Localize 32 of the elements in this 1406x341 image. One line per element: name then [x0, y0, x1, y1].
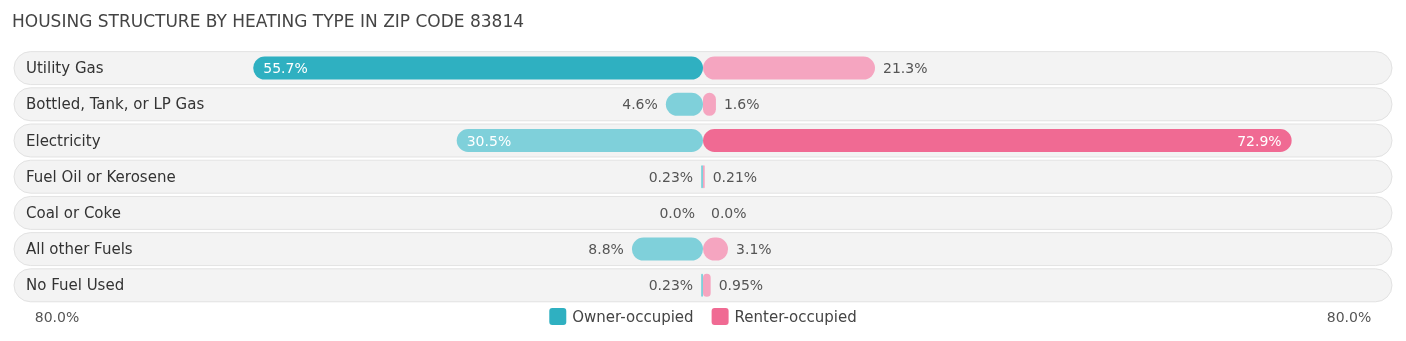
- text: 1.6%: [723, 96, 760, 113]
- text: 4.6%: [622, 96, 658, 113]
- text: 21.3%: [883, 60, 928, 77]
- bar: [703, 56, 875, 80]
- y-tick-label: All other Fuels: [26, 240, 133, 259]
- bar: [631, 237, 703, 261]
- x-tick-label: 80.0%: [34, 309, 80, 325]
- text: 0.95%: [718, 277, 764, 294]
- legend-label: Renter-occupied: [734, 308, 857, 326]
- y-tick-label: Electricity: [26, 131, 101, 150]
- bar: [456, 129, 703, 152]
- y-tick-label: Coal or Coke: [26, 203, 121, 222]
- bar: [703, 273, 711, 297]
- legend-label: Owner-occupied: [572, 308, 694, 326]
- text: 8.8%: [588, 241, 624, 258]
- y-tick-label: Utility Gas: [26, 59, 104, 78]
- text: 0.23%: [648, 277, 694, 294]
- bar: [703, 129, 1292, 152]
- y-tick-label: Fuel Oil or Kerosene: [26, 167, 176, 186]
- text: 0.23%: [648, 168, 694, 185]
- x-tick-label: 80.0%: [1326, 309, 1372, 325]
- text: 30.5%: [466, 132, 512, 149]
- text: 3.1%: [736, 241, 772, 258]
- text: 0.21%: [712, 168, 758, 185]
- y-tick-label: No Fuel Used: [26, 276, 125, 295]
- bar: [253, 56, 703, 80]
- y-tick-label: Bottled, Tank, or LP Gas: [26, 95, 205, 114]
- text: 72.9%: [1237, 132, 1282, 149]
- chart-title: HOUSING STRUCTURE BY HEATING TYPE IN ZIP CODE 83814: [12, 11, 525, 31]
- text: 0.0%: [711, 204, 747, 221]
- text: 0.0%: [659, 204, 695, 221]
- text: 55.7%: [263, 60, 308, 77]
